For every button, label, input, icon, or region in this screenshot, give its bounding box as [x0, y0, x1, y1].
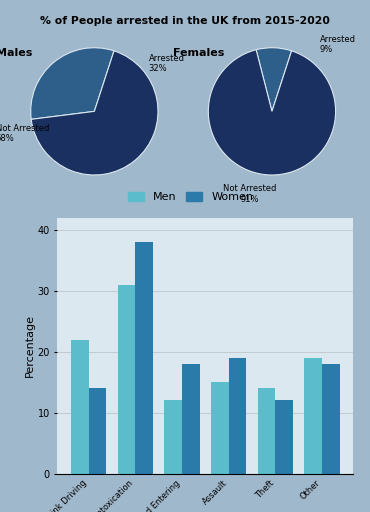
Wedge shape	[256, 48, 292, 112]
Legend: Men, Women: Men, Women	[123, 187, 258, 207]
Bar	[258, 388, 275, 474]
Text: Not Arrested
91%: Not Arrested 91%	[223, 184, 276, 204]
Text: Not Arrested
68%: Not Arrested 68%	[0, 124, 49, 143]
Bar	[118, 285, 135, 474]
Bar	[275, 400, 293, 474]
Bar	[164, 400, 182, 474]
Bar	[211, 382, 229, 474]
Bar	[229, 358, 246, 474]
Bar	[322, 364, 340, 474]
Bar	[71, 339, 88, 474]
Bar	[88, 388, 106, 474]
Text: Arrested
9%: Arrested 9%	[320, 35, 356, 54]
Text: Arrested
32%: Arrested 32%	[148, 54, 184, 73]
Text: Females: Females	[173, 48, 225, 58]
Wedge shape	[31, 48, 114, 119]
Wedge shape	[31, 51, 158, 175]
Y-axis label: Percentage: Percentage	[24, 314, 34, 377]
Bar	[305, 358, 322, 474]
Wedge shape	[208, 50, 336, 175]
Text: Males: Males	[0, 48, 32, 58]
Bar	[182, 364, 200, 474]
Bar	[135, 242, 153, 474]
Text: % of People arrested in the UK from 2015-2020: % of People arrested in the UK from 2015…	[40, 16, 330, 27]
